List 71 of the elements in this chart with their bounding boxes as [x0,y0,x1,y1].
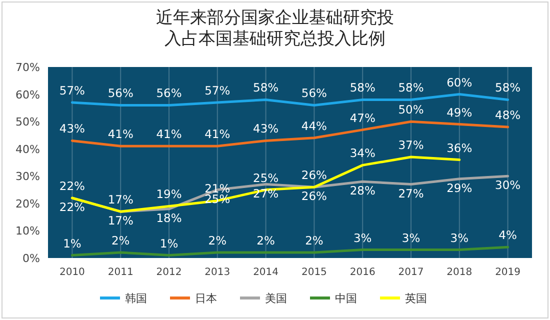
data-label: 3% [450,230,469,245]
data-label: 58% [398,80,424,95]
data-label: 29% [446,180,472,195]
data-label: 17% [108,192,134,207]
legend-label: 中国 [335,292,357,305]
data-label: 3% [353,230,372,245]
legend-label: 日本 [195,292,217,305]
data-label: 41% [156,127,182,142]
data-label: 34% [350,146,376,160]
x-tick-label: 2014 [253,267,279,278]
x-tick-label: 2015 [301,267,327,278]
data-label: 28% [350,184,376,198]
data-label: 48% [495,108,521,122]
data-label: 1% [63,236,82,250]
x-tick-label: 2013 [204,267,230,278]
x-tick-label: 2018 [446,267,472,278]
data-label: 2% [208,234,227,248]
x-tick-label: 2010 [59,267,85,278]
y-tick-label: 0% [22,252,40,265]
data-label: 37% [398,138,424,152]
chart-title: 近年来部分国家企业基础研究投入占本国基础研究总投入比例 [156,8,394,49]
legend-label: 美国 [265,292,287,305]
data-label: 57% [59,83,86,98]
data-label: 56% [108,86,134,100]
data-label: 60% [446,75,472,90]
data-label: 2% [256,234,275,248]
y-tick-label: 50% [16,116,40,129]
y-tick-label: 70% [16,61,40,74]
data-label: 58% [350,80,376,95]
data-label: 58% [253,80,279,95]
y-tick-label: 30% [16,170,40,184]
data-label: 26% [301,168,328,182]
y-tick-label: 60% [16,88,40,102]
legend-label: 英国 [405,292,427,305]
data-label: 41% [108,127,134,142]
x-tick-label: 2016 [350,267,376,278]
data-label: 2% [305,234,324,248]
x-tick-label: 2011 [108,267,134,278]
x-tick-label: 2017 [398,267,424,278]
data-label: 22% [59,200,86,214]
data-label: 49% [446,105,472,120]
legend-label: 韩国 [125,292,147,305]
y-tick-label: 10% [16,224,40,238]
data-label: 17% [108,214,134,228]
x-tick-label: 2019 [495,267,521,278]
data-label: 3% [402,230,420,245]
y-tick-label: 40% [16,142,40,156]
data-label: 57% [204,83,230,98]
data-label: 47% [350,110,376,125]
data-label: 50% [398,102,424,117]
data-label: 25% [253,170,279,185]
data-label: 43% [253,122,279,136]
data-label: 56% [301,86,328,100]
y-tick-label: 20% [16,197,40,210]
data-label: 19% [156,187,182,202]
data-label: 44% [301,118,328,133]
data-label: 41% [204,127,230,142]
x-tick-label: 2012 [156,267,182,278]
data-label: 2% [111,234,130,248]
data-label: 18% [156,210,182,225]
data-label: 27% [398,186,424,200]
data-label: 26% [301,189,328,204]
data-label: 36% [446,140,472,155]
data-label: 56% [156,86,182,100]
data-label: 58% [495,80,521,95]
data-label: 27% [253,186,279,200]
data-label: 1% [160,236,178,250]
data-label: 22% [59,178,86,193]
data-label: 4% [498,228,517,242]
data-label: 43% [59,122,86,136]
data-label: 30% [495,178,521,192]
